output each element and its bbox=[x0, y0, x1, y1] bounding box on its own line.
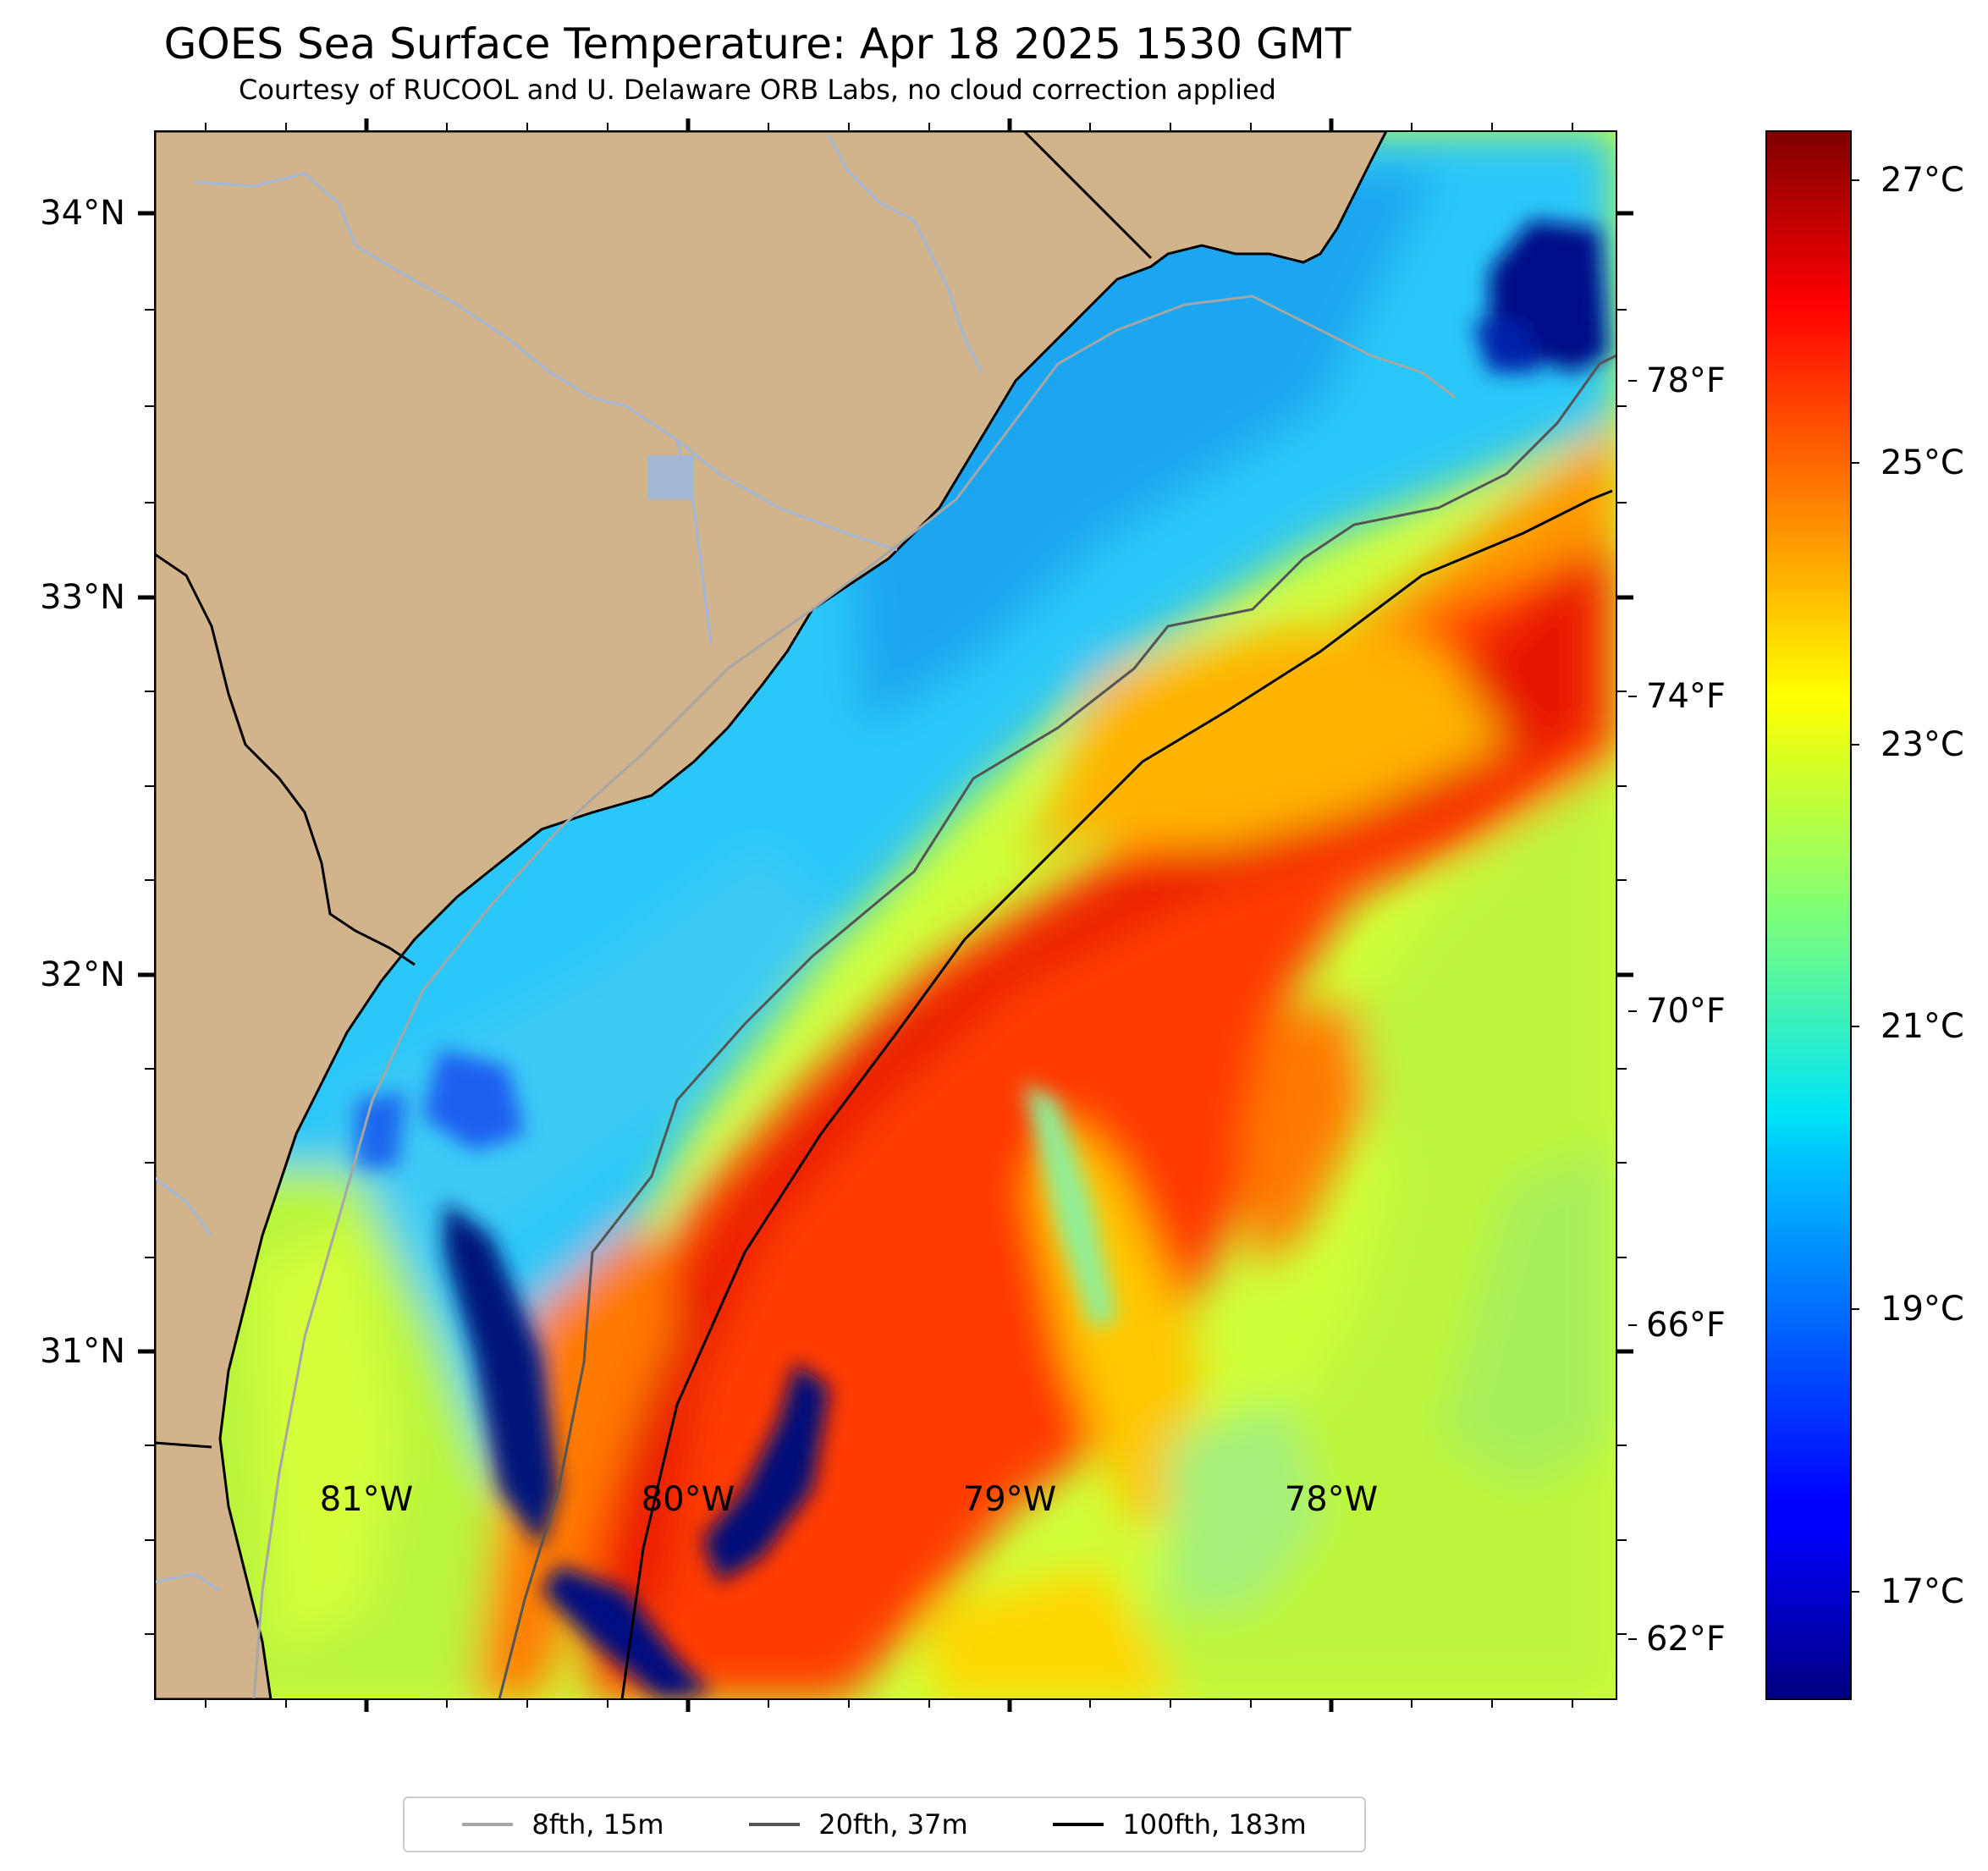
lon-label-78w: 78°W bbox=[1284, 1480, 1379, 1519]
chart-title: GOES Sea Surface Temperature: Apr 18 202… bbox=[163, 19, 1352, 69]
axis-ticks bbox=[138, 118, 1859, 1712]
isobath-20fth bbox=[498, 354, 1616, 1699]
legend-item-20fth: 20fth, 37m bbox=[749, 1808, 968, 1841]
celsius-label-19c: 19°C bbox=[1881, 1290, 1964, 1329]
fahrenheit-label-70f: 70°F bbox=[1646, 992, 1726, 1031]
fahrenheit-label-78f: 78°F bbox=[1646, 361, 1726, 400]
lat-label-32n: 32°N bbox=[40, 955, 125, 994]
legend-swatch-8fth bbox=[462, 1823, 514, 1826]
land bbox=[155, 131, 1388, 1699]
celsius-label-23c: 23°C bbox=[1881, 725, 1964, 764]
legend-item-8fth: 8fth, 15m bbox=[462, 1808, 664, 1841]
celsius-label-27c: 27°C bbox=[1881, 161, 1964, 200]
fahrenheit-label-66f: 66°F bbox=[1646, 1306, 1726, 1345]
map-area bbox=[155, 131, 1616, 1699]
celsius-label-25c: 25°C bbox=[1881, 443, 1964, 482]
fahrenheit-label-74f: 74°F bbox=[1646, 677, 1726, 716]
legend-label-100fth: 100fth, 183m bbox=[1122, 1808, 1307, 1841]
cold-features bbox=[355, 220, 1608, 1699]
map-frame bbox=[154, 130, 1617, 1700]
lake bbox=[647, 455, 694, 499]
legend-swatch-20fth bbox=[749, 1823, 801, 1826]
legend: 8fth, 15m 20fth, 37m 100fth, 183m bbox=[403, 1797, 1366, 1852]
legend-label-8fth: 8fth, 15m bbox=[531, 1808, 664, 1841]
legend-label-20fth: 20fth, 37m bbox=[818, 1808, 968, 1841]
lat-label-31n: 31°N bbox=[40, 1332, 125, 1371]
isobath-100fth bbox=[620, 489, 1613, 1699]
lat-label-34n: 34°N bbox=[40, 194, 125, 233]
isobath-8fth bbox=[252, 294, 1457, 1699]
lon-label-79w: 79°W bbox=[962, 1480, 1057, 1519]
state-borders bbox=[155, 131, 1153, 1449]
fahrenheit-label-62f: 62°F bbox=[1646, 1620, 1726, 1659]
colorbar bbox=[1765, 130, 1852, 1700]
legend-item-100fth: 100fth, 183m bbox=[1053, 1808, 1307, 1841]
celsius-label-17c: 17°C bbox=[1881, 1572, 1964, 1611]
lat-label-33n: 33°N bbox=[40, 578, 125, 617]
lon-label-80w: 80°W bbox=[641, 1480, 735, 1519]
lon-label-81w: 81°W bbox=[319, 1480, 414, 1519]
legend-swatch-100fth bbox=[1053, 1823, 1104, 1826]
chart-subtitle: Courtesy of RUCOOL and U. Delaware ORB L… bbox=[239, 74, 1276, 106]
celsius-label-21c: 21°C bbox=[1881, 1007, 1964, 1046]
